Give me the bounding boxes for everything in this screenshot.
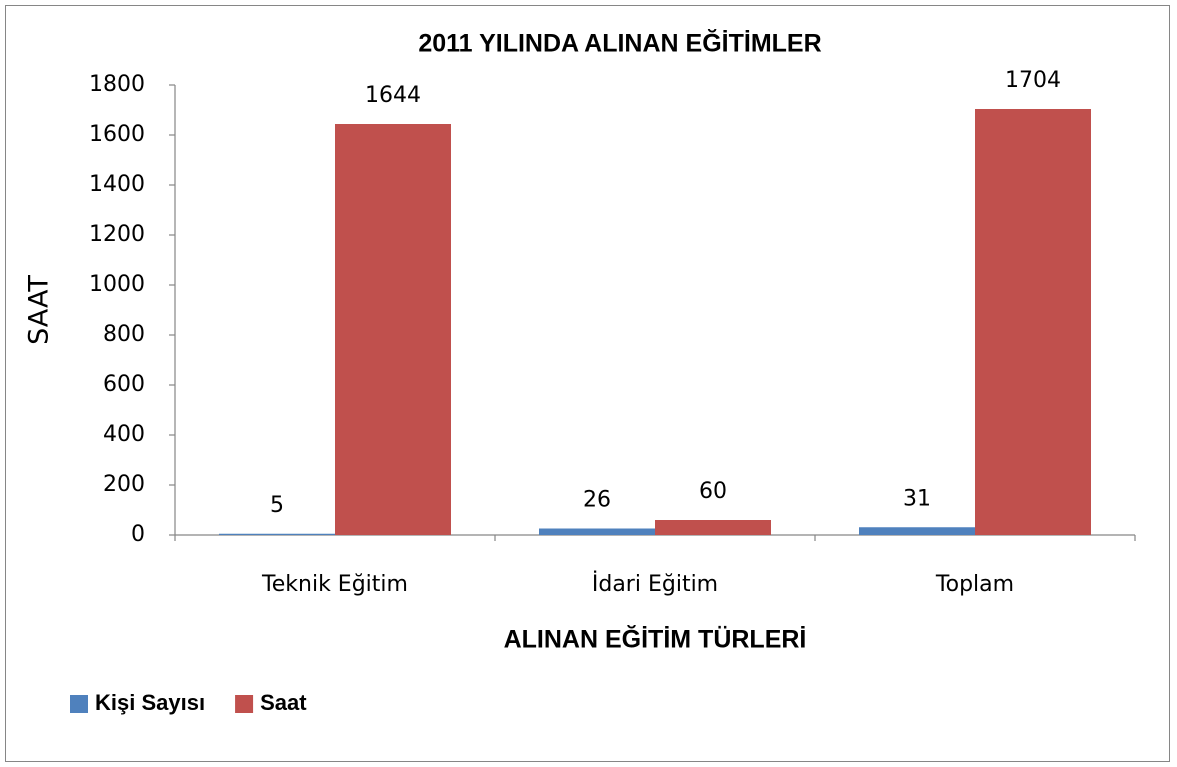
data-label: 1704 [1005,68,1061,93]
legend-swatch [235,695,254,713]
y-tick-label: 800 [103,322,145,347]
data-label: 31 [903,486,931,511]
x-axis-label: ALINAN EĞİTİM TÜRLERİ [504,625,807,654]
y-tick-label: 1800 [89,72,145,97]
y-tick-label: 600 [103,372,145,397]
x-tick-label: Teknik Eğitim [261,572,408,597]
data-label: 26 [583,488,611,513]
data-label: 5 [270,493,284,518]
bar [335,124,451,535]
chart-title: 2011 YILINDA ALINAN EĞİTİMLER [418,29,821,58]
legend-label: Saat [260,690,307,715]
y-tick-label: 1200 [89,222,145,247]
x-tick-label: Toplam [935,572,1014,597]
bar [655,520,771,535]
y-tick-label: 200 [103,472,145,497]
legend-label: Kişi Sayısı [95,690,205,715]
x-tick-label: İdari Eğitim [592,571,718,597]
bar [219,533,335,535]
bar [859,527,975,535]
y-tick-label: 1000 [89,272,145,297]
data-label: 60 [699,479,727,504]
bar [975,109,1091,535]
y-axis-label: SAAT [24,275,55,345]
y-tick-label: 0 [131,522,145,547]
y-tick-label: 400 [103,422,145,447]
y-tick-label: 1400 [89,172,145,197]
y-tick-label: 1600 [89,122,145,147]
data-label: 1644 [365,83,421,108]
legend-swatch [70,695,88,713]
bar [539,528,655,535]
